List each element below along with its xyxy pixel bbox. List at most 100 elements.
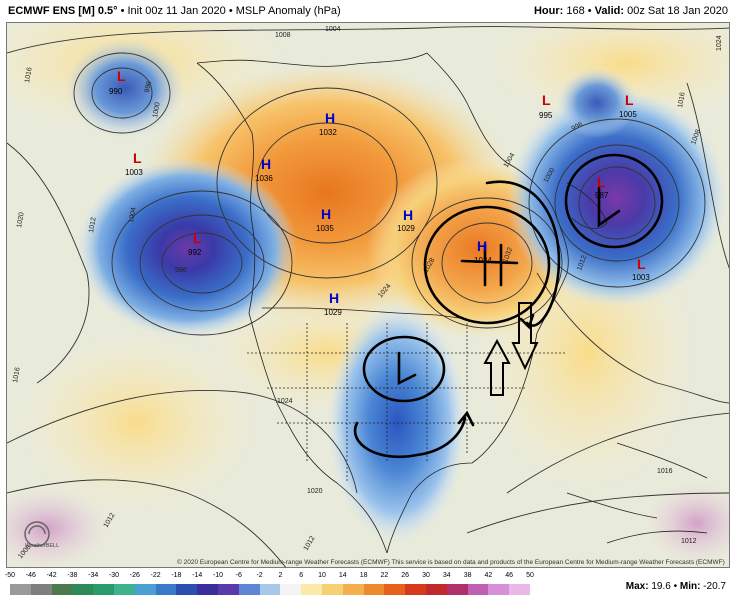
annotation-arc-south: [353, 416, 467, 458]
max-value: 19.6: [651, 581, 671, 592]
colorbar-swatch: [259, 584, 281, 595]
high-center-marker: H 1032: [319, 110, 337, 137]
colorbar-swatch: [280, 584, 302, 595]
isobar-label: 1016: [677, 92, 687, 109]
map-title: ECMWF ENS [M] 0.5° • Init 00z 11 Jan 202…: [8, 5, 341, 17]
colorbar-tick-label: 30: [422, 572, 430, 579]
max-label: Max:: [625, 581, 649, 592]
valid-label: Valid:: [594, 5, 625, 17]
pressure-value: 1003: [125, 168, 143, 177]
isobar-label: 1012: [576, 255, 588, 272]
isobar-label: 1024: [716, 35, 723, 51]
low-symbol: L: [117, 68, 126, 84]
colorbar-tick-label: -50: [4, 572, 16, 579]
logo-text: WeatherBELL: [25, 543, 59, 549]
pressure-value: 1032: [319, 128, 337, 137]
pressure-value: 1003: [632, 273, 650, 282]
low-center-marker: L 1003: [125, 150, 143, 177]
isobar-label: 996: [144, 81, 153, 94]
colorbar-swatch: [384, 584, 406, 595]
colorbar-tick-label: -34: [88, 572, 99, 579]
high-center-marker: H 1034: [474, 238, 492, 265]
min-label: Min:: [679, 581, 701, 592]
colorbar-swatch: [93, 584, 114, 595]
high-symbol: H: [403, 207, 413, 223]
colorbar-tick-label: -6: [235, 572, 242, 579]
title-sep-3: •: [587, 5, 595, 17]
colorbar-tick-label: 34: [442, 572, 451, 579]
low-center-marker: L 1003: [632, 256, 650, 282]
isobar-label: 1000: [152, 102, 162, 119]
colorbar-swatch: [30, 584, 52, 595]
init-time: Init 00z 11 Jan 2020: [127, 5, 226, 17]
isobar-label: 1008: [275, 32, 291, 39]
low-symbol: L: [542, 92, 551, 108]
colorbar-swatch: [301, 584, 322, 595]
colorbar-swatch: [405, 584, 426, 595]
colorbar-swatch: [467, 584, 489, 595]
colorbar-tick-label: -2: [256, 572, 263, 579]
isobar-label: 1024: [277, 398, 293, 405]
pressure-value: 1036: [255, 174, 273, 183]
isobars: [7, 26, 729, 567]
colorbar-swatch: [113, 584, 135, 595]
pressure-value: 1034: [474, 256, 492, 265]
colorbar-swatch: [425, 584, 447, 595]
colorbar-tick-label: -26: [129, 572, 140, 579]
high-symbol: H: [329, 290, 339, 306]
colorbar-tick-label: 26: [401, 572, 410, 579]
isobar-label: 1012: [681, 538, 697, 545]
copyright-notice: © 2020 European Centre for Medium-range …: [177, 559, 725, 566]
annotation-h-mark: [460, 243, 519, 287]
high-symbol: H: [477, 238, 487, 254]
colorbar-tick-label: 50: [526, 572, 534, 579]
colorbar-swatch: [321, 584, 343, 595]
high-symbol: H: [321, 206, 331, 222]
annotation-circle-high: [423, 205, 551, 325]
colorbar-swatch: [446, 584, 468, 595]
low-symbol: L: [637, 256, 646, 272]
low-center-marker: L 990: [109, 68, 126, 96]
high-center-marker: H 1035: [316, 206, 334, 233]
colorbar-swatch: [342, 584, 364, 595]
colorbar-tick-label: 46: [505, 572, 514, 579]
isobar-label: 1020: [16, 212, 26, 229]
colorbar-strip: [10, 584, 530, 595]
low-symbol: L: [597, 174, 606, 190]
colorbar-swatch: [363, 584, 385, 595]
annotation-circle-atlantic-low: [564, 153, 664, 249]
low-center-marker: L 992: [188, 230, 202, 257]
colorbar-swatch: [488, 584, 510, 595]
colorbar-swatch: [155, 584, 177, 595]
hour-label: Hour:: [533, 5, 564, 17]
high-center-marker: H 1029: [324, 290, 342, 317]
colorbar-tick-label: -42: [46, 572, 57, 579]
isobar-label: 1012: [88, 217, 98, 234]
colorbar-tick-label: -46: [25, 572, 36, 579]
low-symbol: L: [193, 230, 202, 246]
valid-value: 00z Sat 18 Jan 2020: [627, 5, 728, 17]
field-name: MSLP Anomaly (hPa): [235, 5, 341, 17]
high-symbol: H: [325, 110, 335, 126]
colorbar-tick-label: 2: [278, 572, 283, 579]
colorbar-tick-label: -30: [108, 572, 120, 579]
map-svg: 1016 996 1000 1008 1004 1024 1016 1020 1…: [7, 23, 729, 567]
colorbar-swatch: [72, 584, 94, 595]
pressure-value: 992: [188, 248, 202, 257]
weatherbell-logo: WeatherBELL: [24, 521, 59, 549]
colorbar-swatch: [10, 584, 31, 595]
header-bar: ECMWF ENS [M] 0.5° • Init 00z 11 Jan 202…: [0, 0, 738, 22]
title-sep-1: •: [120, 5, 128, 17]
isobar-label: 1016: [12, 367, 22, 384]
colorbar-tick-label: 10: [318, 572, 326, 579]
colorbar-tick-label: 38: [463, 572, 472, 579]
colorbar-swatch: [217, 584, 239, 595]
colorbar-tick-label: -38: [67, 572, 78, 579]
low-center-marker: L 987: [595, 174, 609, 200]
isobar-label: 1016: [24, 67, 34, 84]
low-symbol: L: [625, 92, 634, 108]
colorbar-swatch: [176, 584, 198, 595]
colorbar-swatch: [134, 584, 156, 595]
colorbar-tick-labels: -50 -46 -42 -38 -34 -30 -26 -22 -18 -14 -10 -6 -2 2 6 1…: [5, 570, 534, 582]
isobar-label: 1032: [502, 247, 514, 264]
